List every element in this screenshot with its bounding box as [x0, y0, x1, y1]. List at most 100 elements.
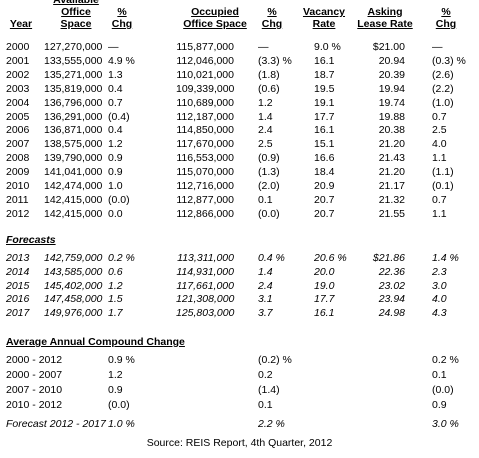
compound-title: Average Annual Compound Change — [6, 336, 185, 348]
column-header-text: % Chg — [111, 6, 133, 30]
cell: 147,458,000 — [44, 293, 103, 306]
cell: 19.88 — [378, 110, 405, 123]
cell: 19.74 — [378, 96, 405, 109]
period: 2000 - 2012 — [6, 354, 63, 366]
cell: (0.0) — [108, 193, 130, 206]
year: 2001 — [6, 54, 30, 67]
cell: 138,575,000 — [44, 138, 103, 151]
cell: 0.1 — [432, 369, 447, 381]
column-header: % Chg — [106, 4, 138, 30]
cell: 121,308,000 — [176, 293, 235, 306]
cell: 1.7 — [108, 307, 123, 320]
cell: 0.6 — [108, 265, 123, 278]
column-header-text: Occupied Office Space — [183, 6, 247, 30]
cell: (2.2) — [432, 82, 454, 95]
cell: 2.4 — [258, 279, 273, 292]
cell: 20.38 — [378, 124, 405, 137]
year: 2007 — [6, 138, 30, 151]
cell: 116,553,000 — [176, 152, 234, 165]
cell: 3.0 % — [432, 418, 459, 430]
column-header: % Chg — [256, 4, 288, 30]
cell: 142,759,000 — [44, 252, 103, 264]
cell: 0.9 — [108, 384, 123, 396]
cell: 115,877,000 — [176, 41, 234, 53]
cell: 0.9 % — [108, 354, 135, 366]
cell: 1.1 — [432, 152, 447, 165]
cell: 19.1 — [314, 96, 335, 109]
cell: 1.0 % — [108, 418, 135, 430]
cell: 20.6 % — [314, 252, 347, 264]
cell: 135,271,000 — [44, 68, 103, 81]
cell: 133,555,000 — [44, 54, 103, 67]
cell: 3.1 — [258, 293, 273, 306]
cell: 0.2 — [258, 369, 273, 381]
column-header-text: % Chg — [261, 6, 283, 30]
cell: $21.86 — [372, 252, 405, 264]
cell: — — [258, 41, 269, 53]
cell: 1.1 — [432, 207, 447, 220]
cell: 110,689,000 — [176, 96, 234, 109]
cell: 143,585,000 — [44, 265, 103, 278]
cell: 21.20 — [378, 166, 405, 179]
cell: 20.7 — [314, 207, 335, 220]
cell: (0.0) — [108, 399, 130, 411]
cell: 17.7 — [314, 293, 335, 306]
cell: 142,415,000 — [44, 193, 103, 206]
cell: (1.0) — [432, 96, 454, 109]
cell: 21.32 — [378, 193, 405, 206]
cell: 0.1 — [258, 399, 273, 411]
cell: (0.4) — [108, 110, 130, 123]
cell: (1.4) — [258, 384, 280, 396]
cell: 4.9 % — [108, 54, 135, 67]
cell: (3.3) % — [258, 54, 292, 67]
cell: 0.1 — [258, 193, 273, 206]
cell: 113,311,000 — [177, 252, 234, 264]
cell: 20.94 — [378, 54, 405, 67]
cell: 20.7 — [314, 193, 335, 206]
column-header: Year — [6, 4, 36, 30]
year: 2012 — [6, 207, 30, 220]
year: 2017 — [6, 307, 30, 320]
cell: 1.3 — [108, 68, 123, 81]
year: 2009 — [6, 166, 30, 179]
period: 2000 - 2007 — [6, 369, 63, 381]
column-header-text: % Chg — [435, 6, 457, 30]
cell: (0.2) % — [258, 354, 292, 366]
source: Source: REIS Report, 4th Quarter, 2012 — [146, 437, 333, 449]
cell: 112,877,000 — [176, 193, 234, 206]
cell: 15.1 — [314, 138, 335, 151]
cell: 2.5 — [258, 138, 273, 151]
cell: (0.0) — [432, 384, 454, 396]
cell: — — [432, 41, 443, 53]
cell: 114,850,000 — [176, 124, 234, 137]
cell: 0.9 — [108, 152, 123, 165]
cell: 21.17 — [378, 180, 405, 192]
cell: 2.3 — [432, 265, 447, 278]
cell: 4.0 — [432, 138, 447, 151]
cell: (0.9) — [258, 152, 280, 165]
year: 2003 — [6, 82, 30, 95]
cell: 139,790,000 — [44, 152, 103, 165]
cell: 110,021,000 — [176, 68, 234, 81]
cell: 136,291,000 — [44, 110, 103, 123]
cell: 145,402,000 — [44, 279, 103, 292]
cell: 1.2 — [108, 279, 123, 292]
cell: 4.0 — [432, 293, 447, 306]
cell: (1.8) — [258, 68, 280, 81]
cell: 1.2 — [108, 138, 123, 151]
cell: 112,866,000 — [176, 207, 234, 220]
cell: 0.2 % — [108, 252, 135, 264]
column-header-text: Asking Lease Rate — [357, 6, 413, 30]
cell: 19.0 — [314, 279, 335, 292]
cell: 0.7 — [432, 193, 447, 206]
cell: 21.20 — [378, 138, 405, 151]
column-header: Available Office Space — [45, 0, 107, 30]
period: 2010 - 2012 — [6, 399, 63, 411]
cell: 0.7 — [108, 96, 123, 109]
cell: 1.5 — [108, 293, 123, 306]
cell: 149,976,000 — [44, 307, 103, 320]
year: 2014 — [6, 265, 30, 278]
column-header: % Chg — [430, 4, 462, 30]
column-header-text: Year — [9, 18, 33, 30]
cell: 112,716,000 — [176, 180, 234, 192]
